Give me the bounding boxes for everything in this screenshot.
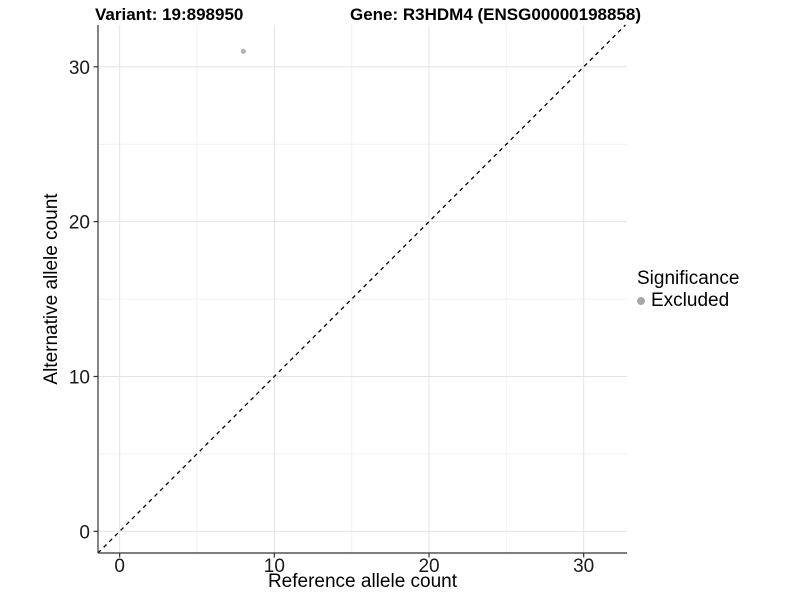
x-tick-label: 20 [418,556,439,577]
identity-dashed-line [97,24,626,554]
gene-title: Gene: R3HDM4 (ENSG00000198858) [350,5,642,24]
y-tick-label: 10 [69,367,90,388]
x-tick-label: 0 [114,556,125,577]
x-tick-label: 10 [264,556,285,577]
legend-item-excluded: Excluded [637,290,739,311]
data-point [240,48,246,54]
x-tick-label: 30 [573,556,594,577]
variant-title: Variant: 19:898950 [95,5,244,24]
y-tick-label: 0 [79,522,90,543]
y-tick-label: 20 [69,213,90,234]
x-axis-title: Reference allele count [267,571,458,592]
legend-title: Significance [637,268,740,289]
point-marker-icon [637,296,645,305]
legend-item-label: Excluded [651,290,730,311]
y-axis-title: Alternative allele count [41,193,62,385]
y-tick-label: 30 [69,58,90,79]
legend: Significance Excluded [637,268,739,311]
